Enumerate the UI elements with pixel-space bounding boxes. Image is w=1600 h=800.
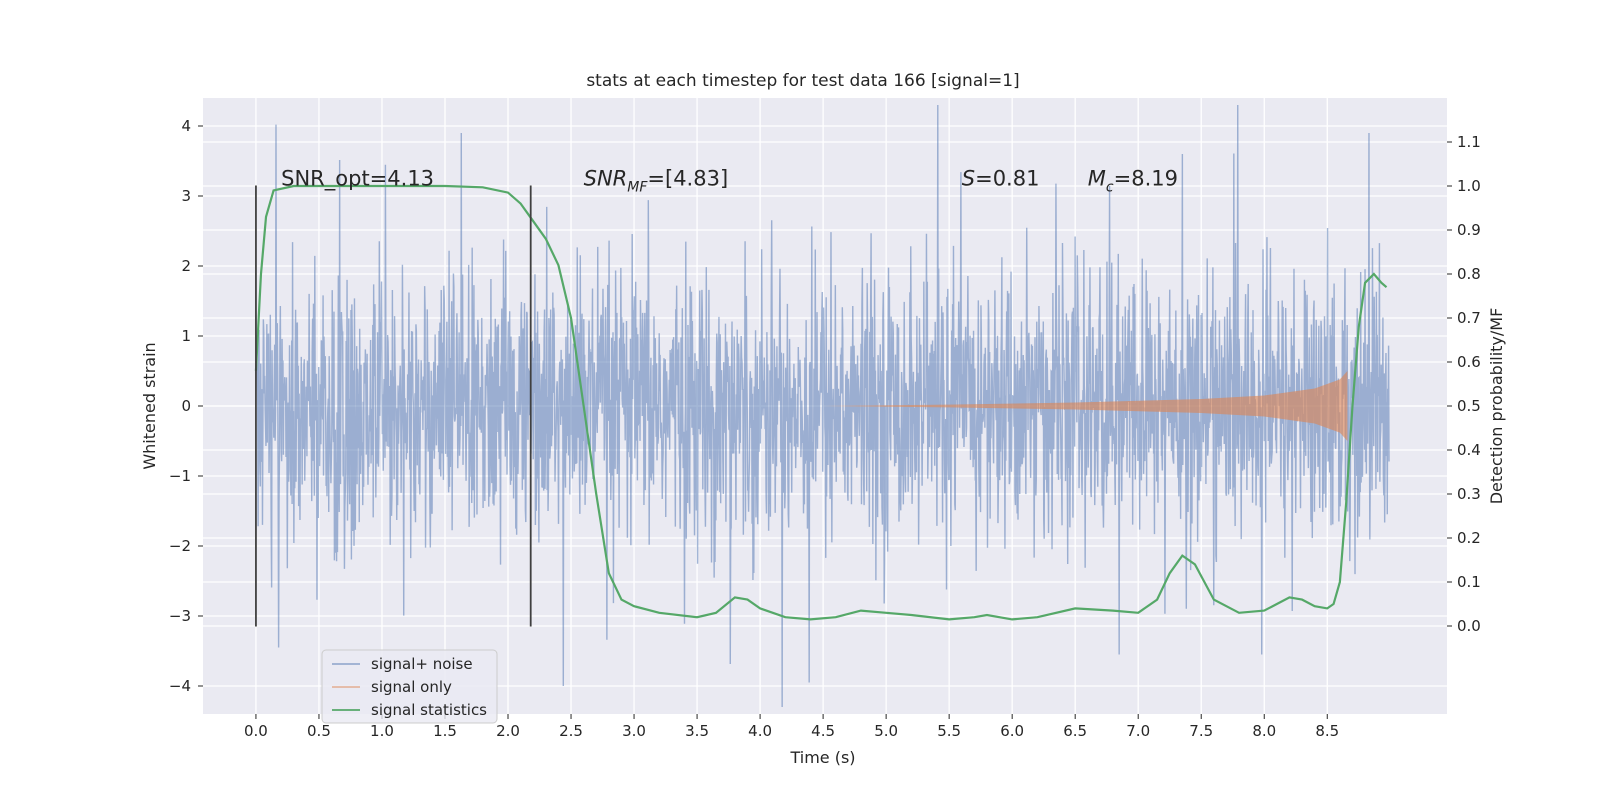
series-signal-noise — [255, 104, 1390, 708]
x-tick-label: 1.5 — [433, 722, 457, 740]
x-tick-label: 8.5 — [1315, 722, 1339, 740]
x-tick-label: 1.0 — [370, 722, 394, 740]
y-tick-label: 4 — [181, 117, 191, 135]
y2-tick-label: 1.0 — [1457, 177, 1481, 195]
x-axis-label: Time (s) — [789, 748, 855, 767]
y2-tick-label: 0.0 — [1457, 617, 1481, 635]
y2-tick-label: 0.4 — [1457, 441, 1481, 459]
y-tick-label: −4 — [169, 677, 191, 695]
axis-ticks: 0.0 0.5 1.0 1.5 2.0 2.5 3.0 3.5 4.0 4.5 5.0 5.5 6.0 6… — [169, 117, 1481, 740]
legend-box — [321, 649, 498, 724]
x-tick-label: 6.0 — [1000, 722, 1024, 740]
y2-axis-label: Detection probability/MF — [1487, 308, 1506, 505]
y-tick-label: 0 — [181, 397, 191, 415]
series-signal-only — [823, 371, 1348, 441]
y-axis-label: Whitened strain — [140, 342, 159, 469]
annotation: Mc=8.19 — [1088, 167, 1178, 196]
x-tick-label: 2.0 — [496, 722, 520, 740]
y2-tick-label: 0.9 — [1457, 221, 1481, 239]
y2-tick-label: 0.6 — [1457, 353, 1481, 371]
x-tick-label: 0.5 — [307, 722, 331, 740]
chart-title: stats at each timestep for test data 166… — [586, 71, 1019, 91]
legend-label-signal-noise: signal+ noise — [371, 655, 473, 673]
y2-tick-label: 0.8 — [1457, 265, 1481, 283]
y-tick-label: −1 — [169, 467, 191, 485]
x-tick-label: 7.0 — [1126, 722, 1150, 740]
x-tick-label: 4.5 — [811, 722, 835, 740]
y-tick-label: 3 — [181, 187, 191, 205]
annotation: SNRMF=[4.83] — [584, 167, 729, 196]
y2-tick-label: 0.3 — [1457, 485, 1481, 503]
y2-tick-label: 0.7 — [1457, 309, 1481, 327]
annotations: SNR_opt=4.13 SNRMF=[4.83] S=0.81 Mc=8.19 — [281, 167, 1178, 196]
x-tick-label: 0.0 — [244, 722, 268, 740]
legend-label-signal-statistics: signal statistics — [371, 701, 487, 719]
x-tick-label: 8.0 — [1252, 722, 1276, 740]
x-tick-label: 5.5 — [937, 722, 961, 740]
y-tick-label: 2 — [181, 257, 191, 275]
y-tick-label: 1 — [181, 327, 191, 345]
y2-tick-label: 1.1 — [1457, 133, 1481, 151]
y2-tick-label: 0.5 — [1457, 397, 1481, 415]
x-tick-label: 7.5 — [1189, 722, 1213, 740]
y-tick-label: −3 — [169, 607, 191, 625]
annotation: S=0.81 — [962, 167, 1040, 191]
x-tick-label: 6.5 — [1063, 722, 1087, 740]
x-tick-label: 3.0 — [622, 722, 646, 740]
y-tick-label: −2 — [169, 537, 191, 555]
x-tick-label: 3.5 — [685, 722, 709, 740]
y2-tick-label: 0.1 — [1457, 573, 1481, 591]
marker-lines — [255, 185, 532, 627]
annotation: SNR_opt=4.13 — [281, 167, 434, 192]
x-tick-label: 4.0 — [748, 722, 772, 740]
y2-tick-label: 0.2 — [1457, 529, 1481, 547]
x-tick-label: 5.0 — [874, 722, 898, 740]
x-tick-label: 2.5 — [559, 722, 583, 740]
legend-label-signal-only: signal only — [371, 678, 452, 696]
legend: signal+ noise signal only signal statist… — [321, 649, 498, 724]
